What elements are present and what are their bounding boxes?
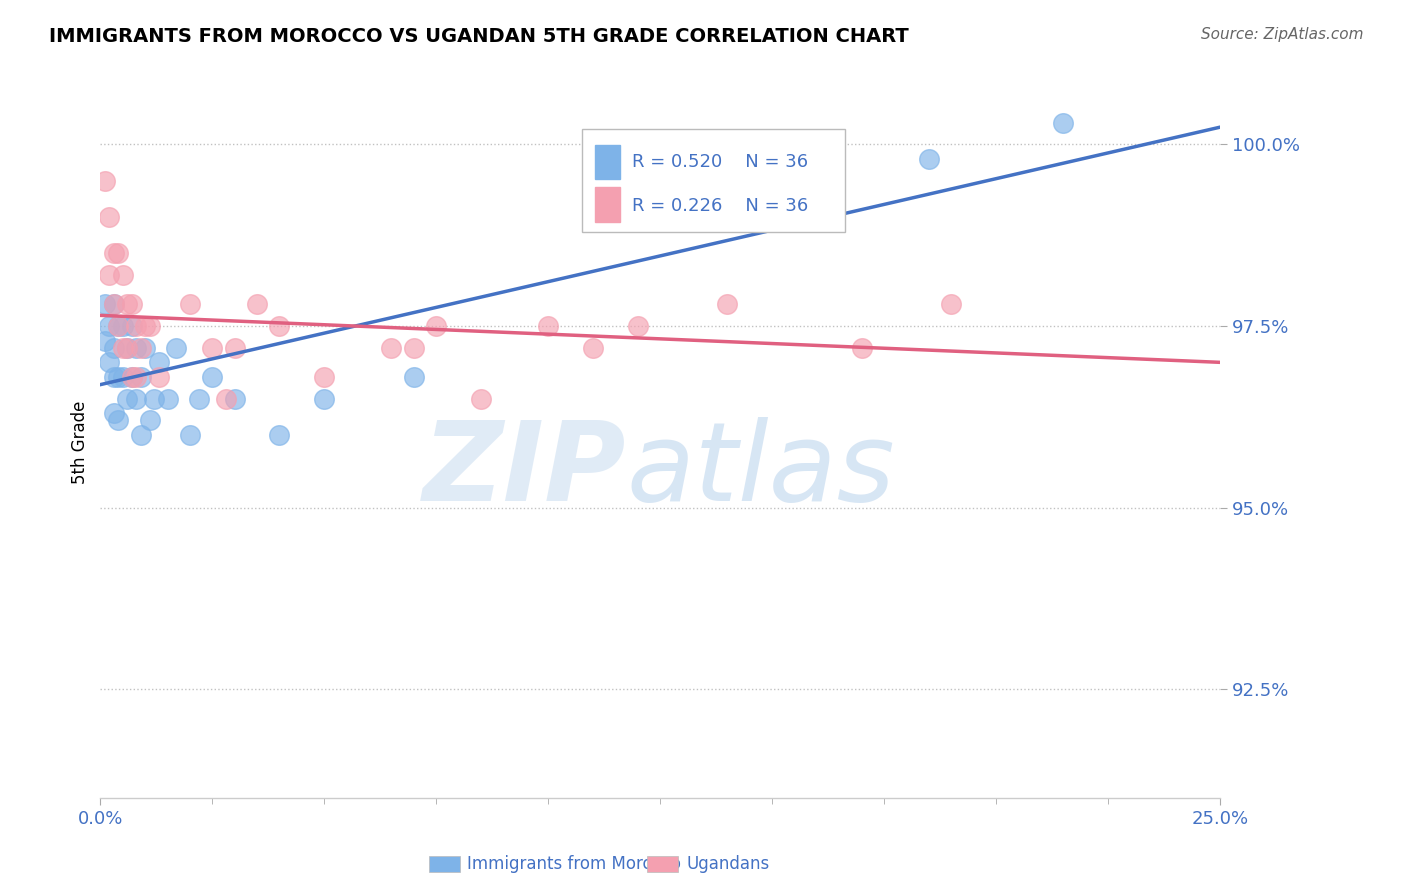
- Point: [402, 370, 425, 384]
- Point: [314, 370, 336, 384]
- Point: [224, 341, 246, 355]
- Point: [121, 319, 143, 334]
- Point: [107, 319, 129, 334]
- Point: [103, 370, 125, 384]
- Point: [115, 341, 138, 355]
- Point: [98, 355, 121, 369]
- Point: [111, 268, 134, 283]
- Point: [224, 392, 246, 406]
- Point: [470, 392, 492, 406]
- Point: [166, 341, 188, 355]
- Point: [107, 246, 129, 260]
- Point: [98, 268, 121, 283]
- Point: [402, 341, 425, 355]
- Point: [148, 370, 170, 384]
- Point: [134, 319, 156, 334]
- Point: [138, 413, 160, 427]
- FancyBboxPatch shape: [582, 129, 845, 232]
- Point: [121, 370, 143, 384]
- Point: [115, 297, 138, 311]
- Point: [215, 392, 238, 406]
- Point: [107, 413, 129, 427]
- Point: [851, 341, 873, 355]
- Point: [179, 428, 201, 442]
- Point: [582, 341, 605, 355]
- Point: [125, 319, 148, 334]
- Point: [94, 334, 117, 348]
- Text: Source: ZipAtlas.com: Source: ZipAtlas.com: [1201, 27, 1364, 42]
- Point: [98, 210, 121, 224]
- Point: [246, 297, 269, 311]
- Point: [148, 355, 170, 369]
- Point: [314, 392, 336, 406]
- Point: [103, 246, 125, 260]
- Point: [537, 319, 560, 334]
- Point: [94, 297, 117, 311]
- Point: [107, 370, 129, 384]
- Point: [156, 392, 179, 406]
- FancyBboxPatch shape: [595, 187, 620, 221]
- Text: IMMIGRANTS FROM MOROCCO VS UGANDAN 5TH GRADE CORRELATION CHART: IMMIGRANTS FROM MOROCCO VS UGANDAN 5TH G…: [49, 27, 908, 45]
- FancyBboxPatch shape: [595, 145, 620, 179]
- Point: [94, 174, 117, 188]
- Point: [939, 297, 962, 311]
- Point: [125, 392, 148, 406]
- Point: [121, 370, 143, 384]
- Text: Immigrants from Morocco: Immigrants from Morocco: [467, 855, 681, 873]
- Point: [111, 319, 134, 334]
- Point: [134, 341, 156, 355]
- Point: [380, 341, 402, 355]
- Point: [138, 319, 160, 334]
- Text: ZIP: ZIP: [423, 417, 627, 524]
- Point: [125, 341, 148, 355]
- Point: [627, 319, 650, 334]
- Text: R = 0.520    N = 36: R = 0.520 N = 36: [633, 153, 808, 170]
- Point: [115, 341, 138, 355]
- Point: [201, 341, 224, 355]
- Point: [107, 319, 129, 334]
- Point: [269, 428, 291, 442]
- Point: [129, 428, 152, 442]
- Point: [425, 319, 447, 334]
- Point: [111, 341, 134, 355]
- Point: [129, 341, 152, 355]
- Point: [179, 297, 201, 311]
- Point: [1052, 116, 1074, 130]
- Point: [98, 319, 121, 334]
- Point: [111, 370, 134, 384]
- Point: [115, 392, 138, 406]
- Point: [103, 297, 125, 311]
- Point: [125, 370, 148, 384]
- Point: [269, 319, 291, 334]
- Point: [129, 370, 152, 384]
- Point: [918, 152, 941, 166]
- Point: [103, 297, 125, 311]
- Point: [187, 392, 209, 406]
- Point: [103, 341, 125, 355]
- Point: [143, 392, 166, 406]
- Point: [716, 297, 738, 311]
- Y-axis label: 5th Grade: 5th Grade: [72, 401, 89, 484]
- Text: atlas: atlas: [627, 417, 896, 524]
- Text: R = 0.226    N = 36: R = 0.226 N = 36: [633, 197, 808, 215]
- Point: [121, 297, 143, 311]
- Point: [201, 370, 224, 384]
- Text: Ugandans: Ugandans: [686, 855, 769, 873]
- Point: [103, 406, 125, 420]
